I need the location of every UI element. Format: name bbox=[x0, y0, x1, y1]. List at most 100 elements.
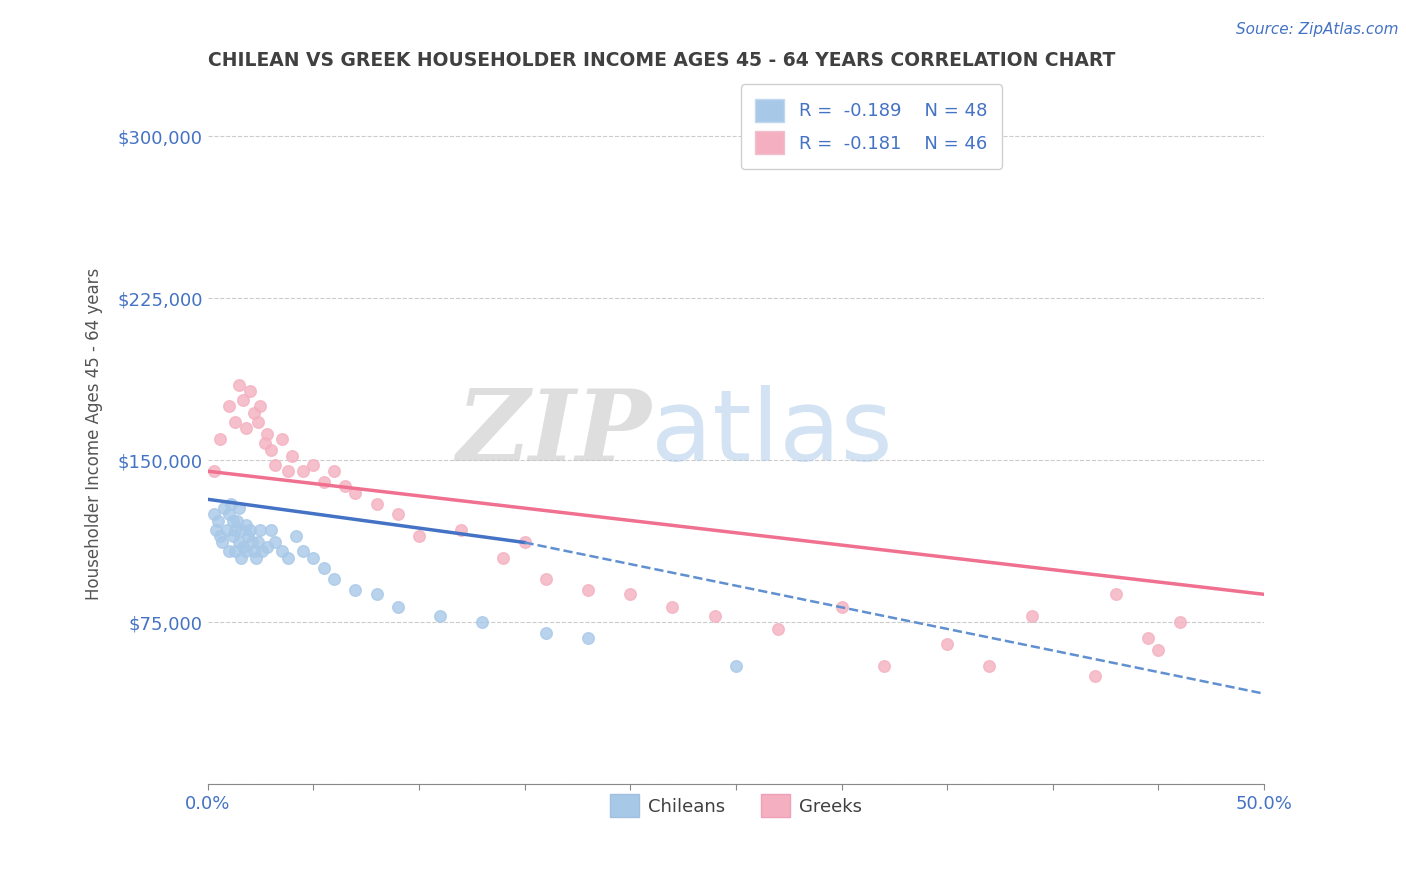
Point bbox=[312, 561, 335, 575]
Point bbox=[202, 508, 225, 522]
Point bbox=[619, 587, 641, 601]
Point bbox=[209, 432, 232, 446]
Point bbox=[429, 609, 451, 624]
Text: atlas: atlas bbox=[651, 384, 893, 482]
Point bbox=[450, 523, 472, 537]
Point bbox=[239, 523, 262, 537]
Point bbox=[260, 523, 283, 537]
Point bbox=[534, 572, 557, 586]
Point bbox=[1105, 587, 1128, 601]
Text: CHILEAN VS GREEK HOUSEHOLDER INCOME AGES 45 - 64 YEARS CORRELATION CHART: CHILEAN VS GREEK HOUSEHOLDER INCOME AGES… bbox=[208, 51, 1115, 70]
Point bbox=[215, 523, 238, 537]
Point bbox=[231, 523, 253, 537]
Point bbox=[247, 535, 270, 549]
Point bbox=[218, 544, 240, 558]
Point bbox=[235, 544, 257, 558]
Point bbox=[256, 540, 278, 554]
Point bbox=[240, 535, 263, 549]
Point bbox=[232, 540, 254, 554]
Point bbox=[219, 497, 242, 511]
Point bbox=[576, 582, 599, 597]
Point bbox=[291, 464, 314, 478]
Point bbox=[260, 442, 283, 457]
Point bbox=[235, 421, 257, 435]
Point bbox=[703, 609, 725, 624]
Point bbox=[218, 400, 240, 414]
Point bbox=[408, 529, 430, 543]
Point bbox=[576, 631, 599, 645]
Point bbox=[873, 658, 896, 673]
Point bbox=[302, 458, 325, 472]
Y-axis label: Householder Income Ages 45 - 64 years: Householder Income Ages 45 - 64 years bbox=[86, 268, 103, 599]
Point bbox=[222, 514, 245, 528]
Point bbox=[1147, 643, 1170, 657]
Point bbox=[214, 500, 236, 515]
Point bbox=[222, 529, 245, 543]
Point bbox=[471, 615, 494, 630]
Point bbox=[252, 544, 274, 558]
Point bbox=[281, 449, 304, 463]
Point bbox=[270, 544, 292, 558]
Point bbox=[243, 406, 266, 420]
Point bbox=[513, 535, 536, 549]
Point bbox=[724, 658, 747, 673]
Point bbox=[344, 485, 367, 500]
Point bbox=[249, 400, 271, 414]
Point bbox=[264, 535, 287, 549]
Point bbox=[277, 464, 299, 478]
Point bbox=[224, 544, 246, 558]
Text: ZIP: ZIP bbox=[457, 385, 651, 482]
Point bbox=[249, 523, 271, 537]
Point bbox=[333, 479, 356, 493]
Legend: Chileans, Greeks: Chileans, Greeks bbox=[603, 787, 869, 824]
Point bbox=[366, 497, 388, 511]
Point bbox=[387, 600, 409, 615]
Point bbox=[979, 658, 1001, 673]
Point bbox=[936, 637, 959, 651]
Point bbox=[228, 377, 250, 392]
Point bbox=[245, 550, 267, 565]
Point bbox=[661, 600, 683, 615]
Point bbox=[1136, 631, 1159, 645]
Point bbox=[1168, 615, 1191, 630]
Point bbox=[344, 582, 367, 597]
Point bbox=[224, 415, 246, 429]
Point bbox=[323, 464, 346, 478]
Point bbox=[239, 384, 262, 399]
Point bbox=[766, 622, 789, 636]
Point bbox=[534, 626, 557, 640]
Point bbox=[207, 514, 229, 528]
Point bbox=[323, 572, 346, 586]
Point bbox=[231, 550, 253, 565]
Point bbox=[302, 550, 325, 565]
Point bbox=[202, 464, 225, 478]
Point bbox=[291, 544, 314, 558]
Point bbox=[264, 458, 287, 472]
Point bbox=[1084, 669, 1107, 683]
Point bbox=[312, 475, 335, 489]
Point bbox=[211, 535, 233, 549]
Point bbox=[492, 550, 515, 565]
Point bbox=[232, 392, 254, 407]
Point bbox=[831, 600, 853, 615]
Point bbox=[256, 427, 278, 442]
Text: Source: ZipAtlas.com: Source: ZipAtlas.com bbox=[1236, 22, 1399, 37]
Point bbox=[366, 587, 388, 601]
Point bbox=[209, 529, 232, 543]
Point bbox=[387, 508, 409, 522]
Point bbox=[228, 500, 250, 515]
Point bbox=[270, 432, 292, 446]
Point bbox=[218, 508, 240, 522]
Point bbox=[277, 550, 299, 565]
Point bbox=[226, 514, 249, 528]
Point bbox=[205, 523, 228, 537]
Point bbox=[1021, 609, 1043, 624]
Point bbox=[285, 529, 308, 543]
Point bbox=[224, 523, 246, 537]
Point bbox=[253, 436, 276, 450]
Point bbox=[236, 529, 259, 543]
Point bbox=[243, 544, 266, 558]
Point bbox=[247, 415, 270, 429]
Point bbox=[228, 535, 250, 549]
Point bbox=[235, 518, 257, 533]
